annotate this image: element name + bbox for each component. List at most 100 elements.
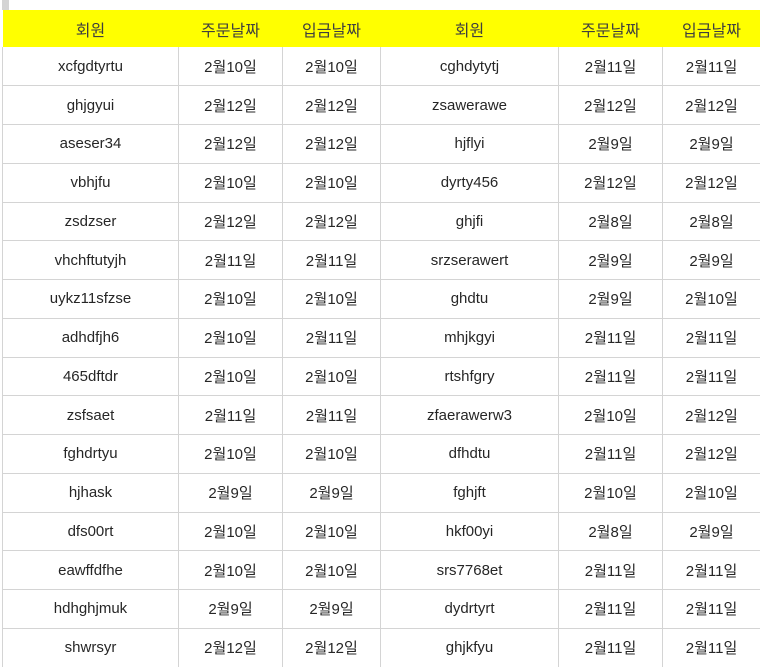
- member-cell[interactable]: dyrty456: [380, 163, 559, 203]
- member-cell[interactable]: uykz11sfzse: [2, 279, 179, 319]
- header-cell-member[interactable]: 회원: [2, 10, 179, 47]
- deposit-date-cell[interactable]: 2월12일: [282, 202, 381, 242]
- member-cell[interactable]: zsdzser: [2, 202, 179, 242]
- header-cell-order-date[interactable]: 주문날짜: [558, 10, 663, 47]
- order-date-cell[interactable]: 2월9일: [178, 589, 283, 629]
- order-date-cell[interactable]: 2월11일: [178, 240, 283, 280]
- order-date-cell[interactable]: 2월11일: [558, 318, 663, 358]
- deposit-date-cell[interactable]: 2월12일: [282, 85, 381, 125]
- deposit-date-cell[interactable]: 2월12일: [662, 395, 760, 435]
- header-cell-deposit-date[interactable]: 입금날짜: [282, 10, 381, 47]
- member-cell[interactable]: ghjgyui: [2, 85, 179, 125]
- grid-cell-sliver[interactable]: [4, 0, 5, 10]
- order-date-cell[interactable]: 2월10일: [178, 434, 283, 474]
- grid-cell-sliver[interactable]: [7, 0, 9, 10]
- member-cell[interactable]: dfs00rt: [2, 512, 179, 552]
- member-cell[interactable]: srzserawert: [380, 240, 559, 280]
- member-cell[interactable]: fghjft: [380, 473, 559, 513]
- deposit-date-cell[interactable]: 2월10일: [662, 473, 760, 513]
- deposit-date-cell[interactable]: 2월11일: [662, 318, 760, 358]
- order-date-cell[interactable]: 2월12일: [178, 85, 283, 125]
- member-cell[interactable]: mhjkgyi: [380, 318, 559, 358]
- member-cell[interactable]: hjflyi: [380, 124, 559, 164]
- member-cell[interactable]: dydrtyrt: [380, 589, 559, 629]
- deposit-date-cell[interactable]: 2월12일: [662, 434, 760, 474]
- order-date-cell[interactable]: 2월11일: [558, 550, 663, 590]
- member-cell[interactable]: eawffdfhe: [2, 550, 179, 590]
- order-date-cell[interactable]: 2월9일: [558, 279, 663, 319]
- member-cell[interactable]: hdhghjmuk: [2, 589, 179, 629]
- header-cell-member[interactable]: 회원: [380, 10, 559, 47]
- deposit-date-cell[interactable]: 2월10일: [282, 512, 381, 552]
- member-cell[interactable]: zfaerawerw3: [380, 395, 559, 435]
- order-date-cell[interactable]: 2월11일: [558, 589, 663, 629]
- member-cell[interactable]: ghjfi: [380, 202, 559, 242]
- deposit-date-cell[interactable]: 2월10일: [282, 163, 381, 203]
- deposit-date-cell[interactable]: 2월11일: [282, 240, 381, 280]
- member-cell[interactable]: aseser34: [2, 124, 179, 164]
- member-cell[interactable]: ghdtu: [380, 279, 559, 319]
- deposit-date-cell[interactable]: 2월12일: [282, 124, 381, 164]
- order-date-cell[interactable]: 2월10일: [178, 357, 283, 397]
- order-date-cell[interactable]: 2월11일: [558, 357, 663, 397]
- deposit-date-cell[interactable]: 2월10일: [282, 550, 381, 590]
- order-date-cell[interactable]: 2월9일: [178, 473, 283, 513]
- order-date-cell[interactable]: 2월10일: [558, 395, 663, 435]
- member-cell[interactable]: cghdytytj: [380, 47, 559, 87]
- grid-cell-sliver[interactable]: [2, 0, 3, 10]
- member-cell[interactable]: dfhdtu: [380, 434, 559, 474]
- order-date-cell[interactable]: 2월12일: [178, 628, 283, 667]
- deposit-date-cell[interactable]: 2월11일: [662, 47, 760, 87]
- member-cell[interactable]: vbhjfu: [2, 163, 179, 203]
- deposit-date-cell[interactable]: 2월12일: [662, 85, 760, 125]
- deposit-date-cell[interactable]: 2월9일: [282, 473, 381, 513]
- order-date-cell[interactable]: 2월10일: [178, 279, 283, 319]
- order-date-cell[interactable]: 2월10일: [178, 47, 283, 87]
- member-cell[interactable]: hkf00yi: [380, 512, 559, 552]
- order-date-cell[interactable]: 2월9일: [558, 124, 663, 164]
- deposit-date-cell[interactable]: 2월11일: [282, 318, 381, 358]
- member-cell[interactable]: rtshfgry: [380, 357, 559, 397]
- order-date-cell[interactable]: 2월8일: [558, 512, 663, 552]
- order-date-cell[interactable]: 2월8일: [558, 202, 663, 242]
- deposit-date-cell[interactable]: 2월11일: [282, 395, 381, 435]
- deposit-date-cell[interactable]: 2월10일: [282, 279, 381, 319]
- order-date-cell[interactable]: 2월11일: [178, 395, 283, 435]
- deposit-date-cell[interactable]: 2월11일: [662, 628, 760, 667]
- grid-cell-sliver[interactable]: [6, 0, 7, 10]
- member-cell[interactable]: xcfgdtyrtu: [2, 47, 179, 87]
- deposit-date-cell[interactable]: 2월11일: [662, 589, 760, 629]
- member-cell[interactable]: hjhask: [2, 473, 179, 513]
- order-date-cell[interactable]: 2월11일: [558, 47, 663, 87]
- order-date-cell[interactable]: 2월10일: [178, 163, 283, 203]
- deposit-date-cell[interactable]: 2월10일: [282, 47, 381, 87]
- deposit-date-cell[interactable]: 2월11일: [662, 357, 760, 397]
- order-date-cell[interactable]: 2월12일: [178, 202, 283, 242]
- order-date-cell[interactable]: 2월10일: [178, 550, 283, 590]
- member-cell[interactable]: adhdfjh6: [2, 318, 179, 358]
- grid-cell-sliver[interactable]: [5, 0, 6, 10]
- deposit-date-cell[interactable]: 2월12일: [282, 628, 381, 667]
- member-cell[interactable]: ghjkfyu: [380, 628, 559, 667]
- member-cell[interactable]: zsfsaet: [2, 395, 179, 435]
- order-date-cell[interactable]: 2월10일: [178, 512, 283, 552]
- order-date-cell[interactable]: 2월11일: [558, 434, 663, 474]
- deposit-date-cell[interactable]: 2월8일: [662, 202, 760, 242]
- member-cell[interactable]: 465dftdr: [2, 357, 179, 397]
- member-cell[interactable]: shwrsyr: [2, 628, 179, 667]
- deposit-date-cell[interactable]: 2월9일: [282, 589, 381, 629]
- order-date-cell[interactable]: 2월10일: [178, 318, 283, 358]
- member-cell[interactable]: srs7768et: [380, 550, 559, 590]
- grid-cell-sliver[interactable]: [3, 0, 4, 10]
- order-date-cell[interactable]: 2월12일: [558, 163, 663, 203]
- deposit-date-cell[interactable]: 2월9일: [662, 512, 760, 552]
- deposit-date-cell[interactable]: 2월12일: [662, 163, 760, 203]
- member-cell[interactable]: zsawerawe: [380, 85, 559, 125]
- member-cell[interactable]: fghdrtyu: [2, 434, 179, 474]
- order-date-cell[interactable]: 2월9일: [558, 240, 663, 280]
- member-cell[interactable]: vhchftutyjh: [2, 240, 179, 280]
- order-date-cell[interactable]: 2월11일: [558, 628, 663, 667]
- deposit-date-cell[interactable]: 2월10일: [282, 434, 381, 474]
- deposit-date-cell[interactable]: 2월11일: [662, 550, 760, 590]
- header-cell-order-date[interactable]: 주문날짜: [178, 10, 283, 47]
